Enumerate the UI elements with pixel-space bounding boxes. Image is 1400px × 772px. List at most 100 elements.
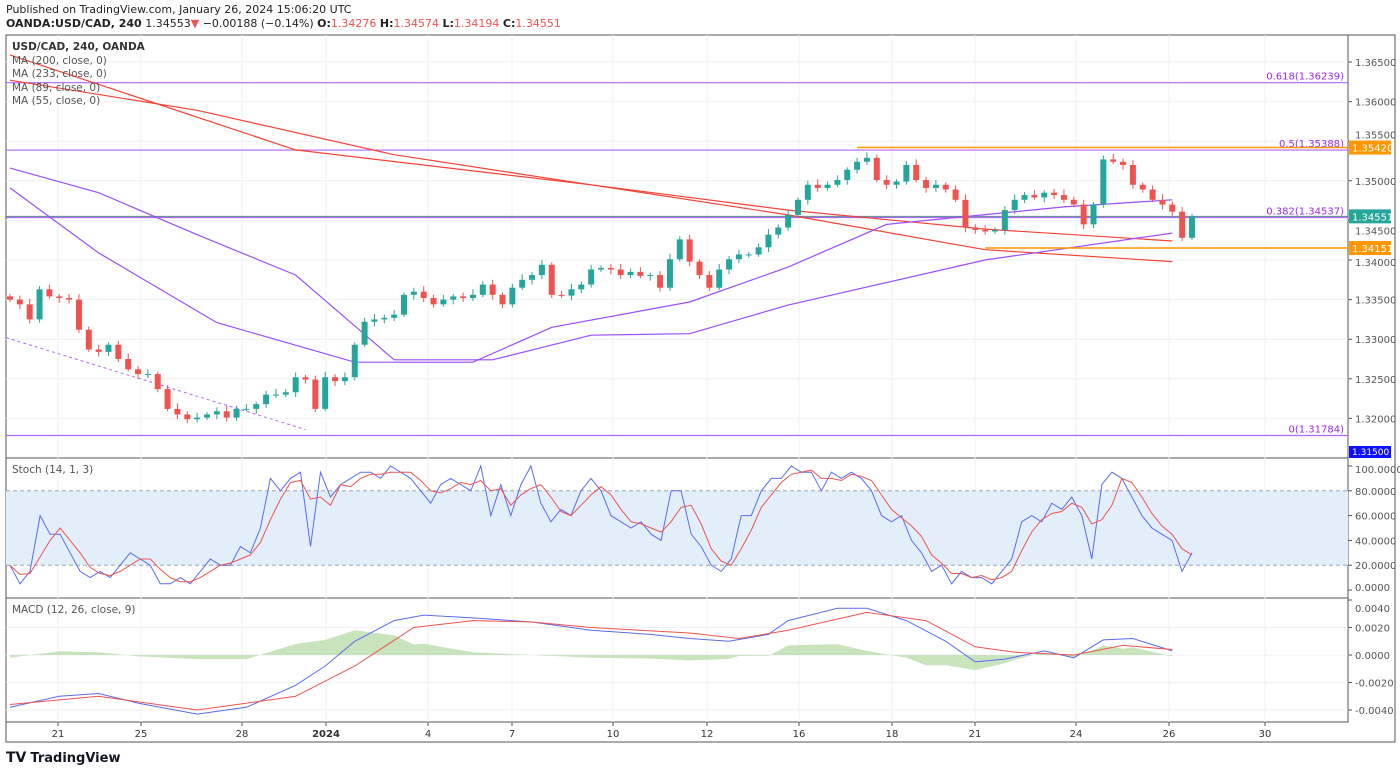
candle	[460, 292, 467, 302]
candle	[292, 372, 299, 398]
candle	[56, 294, 63, 303]
bottom-price-label-bg	[1349, 446, 1391, 458]
candle	[657, 271, 664, 292]
date-tick-label: 28	[236, 729, 249, 740]
candle-body	[184, 414, 191, 420]
ma-line-89	[9, 167, 1173, 361]
candle	[529, 271, 536, 285]
candle-body	[1120, 161, 1127, 165]
candle	[519, 274, 526, 291]
candle	[253, 401, 260, 414]
date-tick-label: 2024	[312, 729, 340, 740]
candle-body	[351, 344, 358, 378]
fib-level-label: 0.382(1.34537)	[1266, 206, 1344, 217]
candle	[942, 182, 949, 193]
candle-body	[204, 414, 210, 418]
candle	[607, 263, 614, 275]
candle-body	[735, 254, 742, 260]
candle-body	[795, 199, 801, 215]
candle-body	[174, 408, 181, 415]
legend-ma-233[interactable]: MA (233, close, 0)	[12, 68, 107, 81]
candle	[135, 366, 142, 379]
candle	[125, 353, 132, 372]
last-price-label: 1.34551	[1352, 212, 1393, 223]
macd-line	[9, 607, 1173, 715]
low-label: L:	[442, 17, 454, 30]
candle-body	[607, 267, 614, 270]
candle-body	[1031, 195, 1038, 198]
candle-body	[785, 214, 792, 228]
candle	[450, 294, 457, 305]
candle-body	[883, 180, 890, 185]
tradingview-logo[interactable]: 𝗧𝗩 TradingView	[6, 750, 120, 766]
date-tick-label: 21	[52, 729, 65, 740]
legend-ma-89[interactable]: MA (89, close, 0)	[12, 81, 101, 94]
macd-legend[interactable]: MACD (12, 26, close, 9)	[12, 604, 136, 616]
candle	[233, 405, 240, 421]
candle	[154, 371, 161, 393]
candle	[834, 175, 841, 188]
stoch-legend[interactable]: Stoch (14, 1, 3)	[12, 464, 94, 476]
chart-legend: USD/CAD, 240, OANDA MA (200, close, 0) M…	[12, 41, 145, 109]
date-tick-label: 7	[509, 729, 515, 740]
date-tick-label: 4	[425, 729, 431, 740]
candle-body	[233, 408, 240, 418]
candle	[913, 159, 920, 183]
candle	[194, 412, 201, 423]
candle-body	[775, 227, 782, 235]
candle-body	[755, 247, 762, 255]
candle	[164, 385, 171, 412]
candle-body	[36, 289, 43, 320]
candle-body	[499, 294, 506, 305]
candle-body	[1100, 159, 1107, 205]
candle-body	[982, 229, 989, 232]
candle-body	[66, 298, 73, 300]
candle	[489, 279, 496, 300]
candle	[538, 260, 545, 280]
date-tick-label: 18	[886, 729, 899, 740]
candle	[1080, 199, 1087, 230]
price-tick-label: 1.34500	[1355, 226, 1396, 237]
candle-body	[1051, 192, 1058, 196]
candle-body	[361, 321, 368, 345]
candle	[558, 290, 565, 299]
candle	[410, 287, 417, 300]
symbol-name[interactable]: OANDA:USD/CAD, 240	[6, 17, 142, 30]
candle-body	[962, 199, 969, 228]
candle-body	[7, 296, 13, 300]
price-tick-label: 1.36000	[1355, 98, 1396, 109]
ma-line-200	[9, 54, 1173, 242]
candle	[401, 292, 407, 318]
candle	[1001, 206, 1008, 235]
price-tick-label: 1.33000	[1355, 335, 1396, 346]
candle	[824, 181, 831, 192]
date-tick-label: 21	[969, 729, 982, 740]
stoch-tick-label: 20.0000	[1355, 561, 1396, 572]
candle	[952, 185, 959, 203]
high-label: H:	[379, 17, 394, 30]
candle	[755, 243, 762, 257]
legend-ma-200[interactable]: MA (200, close, 0)	[12, 54, 107, 67]
candle	[282, 389, 289, 398]
candle	[893, 179, 900, 189]
candle-body	[1060, 195, 1067, 200]
candle	[932, 180, 939, 192]
candle-body	[105, 344, 112, 352]
candle-body	[164, 389, 171, 409]
candle	[962, 194, 969, 233]
candle	[1070, 196, 1077, 207]
candle-body	[647, 275, 654, 277]
candle	[814, 179, 821, 192]
candle	[469, 289, 476, 302]
candle	[213, 407, 220, 420]
candle-body	[1149, 189, 1156, 200]
candle-body	[1041, 192, 1048, 198]
candle	[637, 267, 644, 279]
candle-body	[440, 299, 447, 305]
candle	[863, 152, 870, 165]
legend-ma-55[interactable]: MA (55, close, 0)	[12, 95, 101, 108]
candle-body	[598, 267, 604, 270]
legend-title: USD/CAD, 240, OANDA	[12, 41, 145, 53]
candle	[1129, 160, 1136, 189]
